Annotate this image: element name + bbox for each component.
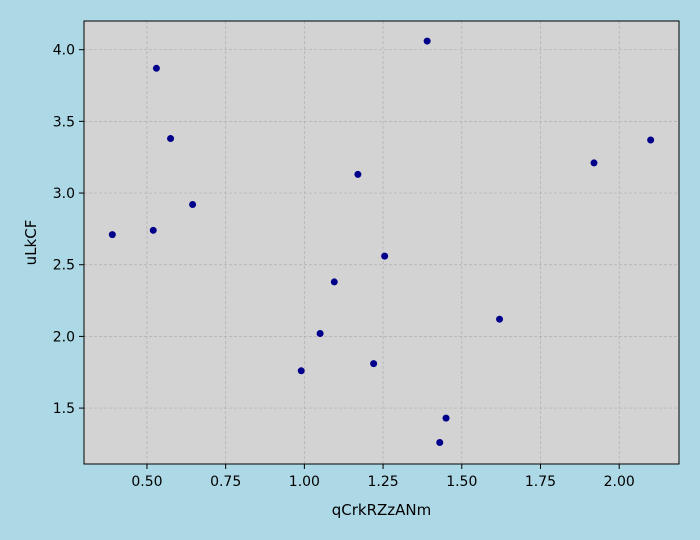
x-tick-label: 2.00 [604, 474, 635, 490]
scatter-point [189, 201, 197, 209]
scatter-point [423, 37, 431, 45]
scatter-point [108, 231, 116, 239]
x-axis-ticks: 0.50 0.75 1.00 1.25 1.50 1.75 2.00 [131, 464, 635, 490]
scatter-point [316, 330, 324, 338]
scatter-point [442, 414, 450, 422]
y-axis-ticks: 1.5 2.0 2.5 3.0 3.5 4.0 [53, 43, 84, 417]
scatter-point [381, 252, 389, 260]
data-points [108, 37, 655, 446]
x-tick-label: 1.75 [525, 474, 556, 490]
y-tick-label: 2.5 [53, 258, 75, 274]
scatter-point [152, 64, 160, 72]
plot-area [84, 21, 679, 464]
y-tick-label: 4.0 [53, 43, 75, 59]
y-tick-label: 2.0 [53, 329, 75, 345]
grid [84, 21, 679, 464]
plot-frame [83, 20, 680, 465]
y-tick-label: 3.0 [53, 186, 75, 202]
x-tick-label: 0.50 [131, 474, 162, 490]
scatter-point [330, 278, 338, 286]
y-tick-label: 3.5 [53, 114, 75, 130]
scatter-point [590, 159, 598, 167]
scatter-point [436, 438, 444, 446]
x-tick-label: 1.50 [446, 474, 477, 490]
x-tick-label: 0.75 [210, 474, 241, 490]
y-tick-label: 1.5 [53, 401, 75, 417]
x-axis-label: qCrkRZzANm [332, 501, 432, 519]
scatter-point [297, 367, 305, 375]
scatter-point [354, 170, 362, 178]
scatter-point [496, 315, 504, 323]
scatter-point [149, 226, 157, 234]
scatter-point [647, 136, 655, 144]
scatter-point [167, 135, 175, 143]
y-axis-label: uLkCF [22, 220, 40, 266]
x-tick-label: 1.00 [289, 474, 320, 490]
scatter-point [370, 360, 378, 368]
x-tick-label: 1.25 [367, 474, 398, 490]
